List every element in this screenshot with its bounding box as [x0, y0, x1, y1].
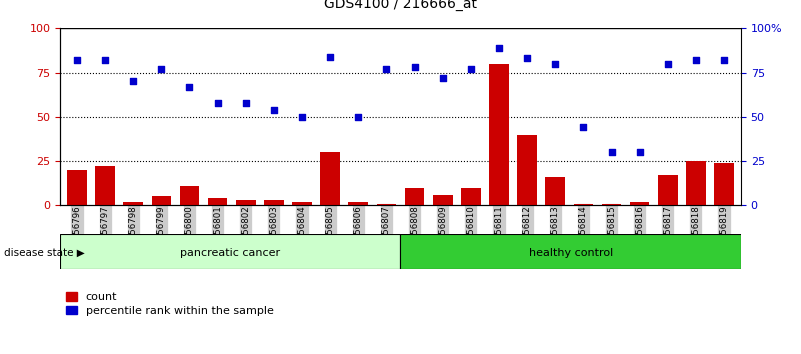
Point	[605, 149, 618, 155]
Bar	[686, 161, 706, 205]
Bar	[545, 177, 565, 205]
Bar	[320, 152, 340, 205]
Point	[239, 100, 252, 105]
Bar	[714, 163, 734, 205]
Point	[521, 56, 533, 61]
Point	[99, 57, 111, 63]
Bar	[67, 170, 87, 205]
Point	[718, 57, 731, 63]
Bar	[461, 188, 481, 205]
Point	[296, 114, 308, 120]
Point	[409, 64, 421, 70]
Bar	[207, 198, 227, 205]
Bar	[517, 135, 537, 205]
Point	[352, 114, 364, 120]
Bar	[236, 200, 256, 205]
Bar	[630, 202, 650, 205]
Point	[437, 75, 449, 81]
Point	[211, 100, 224, 105]
Text: healthy control: healthy control	[529, 248, 613, 258]
Bar	[348, 202, 368, 205]
Bar	[151, 196, 171, 205]
Text: GDS4100 / 216666_at: GDS4100 / 216666_at	[324, 0, 477, 11]
Bar	[264, 200, 284, 205]
Point	[577, 125, 590, 130]
Point	[380, 66, 392, 72]
Point	[127, 79, 139, 84]
Bar	[489, 64, 509, 205]
Point	[155, 66, 167, 72]
Point	[70, 57, 83, 63]
Bar	[376, 204, 396, 205]
Bar	[658, 175, 678, 205]
Bar	[574, 204, 594, 205]
Legend: count, percentile rank within the sample: count, percentile rank within the sample	[66, 292, 273, 316]
Point	[465, 66, 477, 72]
Bar	[400, 234, 741, 269]
Point	[634, 149, 646, 155]
Bar	[95, 166, 115, 205]
Bar	[60, 234, 400, 269]
Text: disease state ▶: disease state ▶	[4, 248, 85, 258]
Point	[324, 54, 336, 59]
Point	[493, 45, 505, 51]
Point	[183, 84, 196, 90]
Bar	[179, 186, 199, 205]
Bar	[123, 202, 143, 205]
Bar	[433, 195, 453, 205]
Bar	[292, 202, 312, 205]
Point	[662, 61, 674, 67]
Bar	[602, 204, 622, 205]
Point	[690, 57, 702, 63]
Bar	[405, 188, 425, 205]
Point	[549, 61, 562, 67]
Text: pancreatic cancer: pancreatic cancer	[180, 248, 280, 258]
Point	[268, 107, 280, 113]
